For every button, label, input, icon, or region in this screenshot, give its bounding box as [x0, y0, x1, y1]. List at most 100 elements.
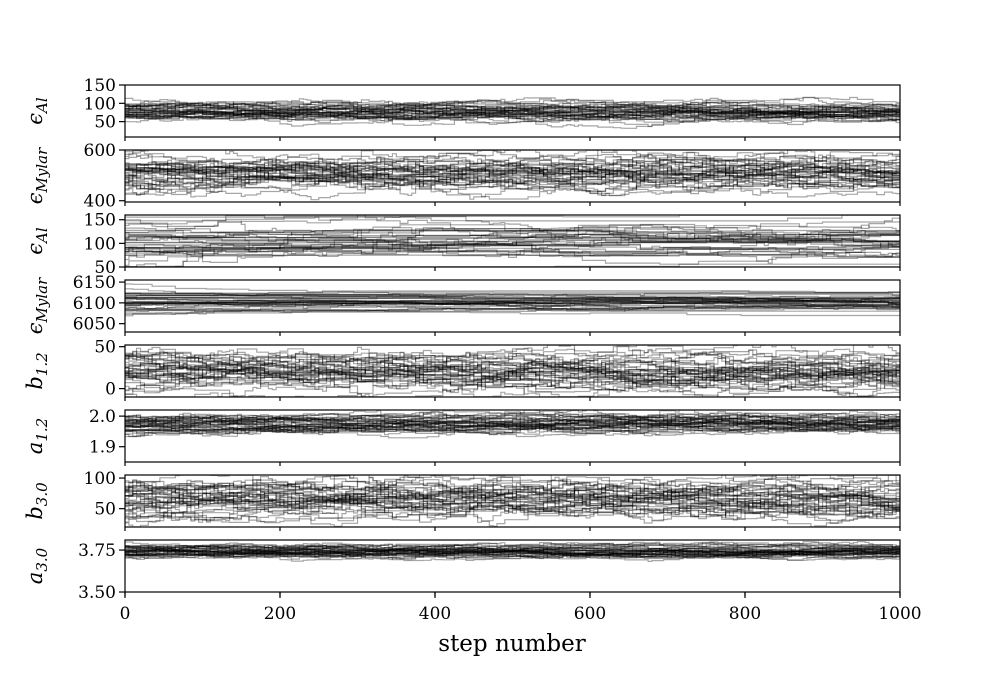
walker-trace [125, 243, 900, 251]
walker-trace [125, 156, 900, 186]
walker-trace [125, 541, 900, 550]
walker-trace [125, 241, 900, 247]
walker-trace [125, 422, 900, 437]
walker-trace [125, 482, 900, 514]
walker-trace [125, 541, 900, 554]
walker-trace [125, 542, 900, 551]
walker-trace [125, 355, 900, 383]
walker-trace [125, 351, 900, 377]
walker-trace [125, 302, 900, 310]
walker-trace [125, 155, 900, 185]
walker-trace [125, 345, 900, 383]
walker-trace [125, 150, 900, 180]
walker-trace [125, 542, 900, 555]
walker-trace [125, 104, 900, 127]
walker-trace [125, 224, 900, 247]
walker-trace [125, 543, 900, 557]
walker-trace [125, 291, 900, 296]
walker-trace [125, 233, 900, 240]
x-tick-label: 200 [264, 604, 296, 624]
y-axis-label: a3.0 [23, 547, 51, 584]
walker-trace [125, 109, 900, 120]
walker-trace [125, 479, 900, 524]
walker-trace [125, 479, 900, 511]
walker-trace [125, 541, 900, 552]
walker-trace [125, 159, 900, 188]
walker-trace [125, 163, 900, 196]
walker-trace [125, 419, 900, 435]
trace-panel-6: 1.9 2.0 a1.2 [23, 407, 901, 466]
walker-trace [125, 349, 900, 377]
walker-trace [125, 106, 900, 120]
walker-trace [125, 104, 900, 119]
y-axis-label: ϵAl [23, 97, 51, 125]
walker-trace [125, 547, 900, 557]
walker-trace [125, 353, 900, 391]
walker-trace [125, 101, 900, 120]
walker-trace [125, 551, 900, 562]
walker-trace [125, 491, 900, 521]
walker-trace [125, 543, 900, 553]
walker-trace [125, 544, 900, 560]
walker-trace [125, 549, 900, 560]
walker-trace [125, 345, 900, 375]
walker-trace [125, 361, 900, 390]
walker-trace [125, 99, 900, 112]
y-tick-label: 600 [84, 141, 116, 161]
walker-trace [125, 296, 900, 307]
panel-frame [124, 214, 901, 268]
y-tick-label: 100 [84, 234, 116, 254]
walker-trace [125, 493, 900, 521]
walker-trace [125, 421, 900, 432]
walker-trace [125, 308, 900, 315]
walker-trace [125, 412, 900, 431]
walker-trace [125, 346, 900, 397]
walker-trace [125, 108, 900, 122]
walker-trace [125, 298, 900, 305]
walker-trace [125, 102, 900, 123]
walker-trace [125, 547, 900, 557]
walker-trace [125, 307, 900, 311]
walker-trace [125, 300, 900, 303]
walker-trace [125, 150, 900, 189]
walker-trace [125, 541, 900, 556]
walker-trace [125, 549, 900, 560]
walker-trace [125, 99, 900, 114]
walker-trace [125, 493, 900, 517]
walker-trace [125, 105, 900, 122]
walker-trace [125, 545, 900, 557]
walker-trace [125, 291, 900, 308]
walker-trace [125, 297, 900, 311]
walker-trace [125, 217, 900, 266]
y-tick-label: 1.9 [89, 438, 116, 458]
walker-trace [125, 475, 900, 520]
walker-trace [125, 302, 900, 311]
walker-trace [125, 353, 900, 381]
walker-trace [125, 292, 900, 299]
walker-trace [125, 232, 900, 267]
walker-trace [125, 358, 900, 382]
walker-trace [125, 348, 900, 380]
y-tick-label: 6150 [73, 273, 116, 293]
walker-trace [125, 309, 900, 312]
walker-trace [125, 489, 900, 523]
walker-trace [125, 484, 900, 508]
walker-trace [125, 161, 900, 183]
trace-panel-7: 50 100 b3.0 [23, 469, 901, 531]
walker-trace [125, 364, 900, 387]
walker-trace [125, 164, 900, 196]
walker-trace [125, 478, 900, 511]
walker-trace [125, 110, 900, 124]
walker-traces [125, 345, 900, 397]
walker-trace [125, 480, 900, 505]
walker-trace [125, 233, 900, 261]
walker-trace [125, 97, 900, 119]
y-tick-label: 100 [84, 94, 116, 114]
walker-trace [125, 166, 900, 200]
walker-trace [125, 300, 900, 309]
panel-frame [124, 409, 901, 463]
walker-trace [125, 411, 900, 435]
x-axis-label: step number [438, 631, 585, 657]
y-axis-label: b1.2 [23, 352, 51, 389]
walker-trace [125, 415, 900, 432]
